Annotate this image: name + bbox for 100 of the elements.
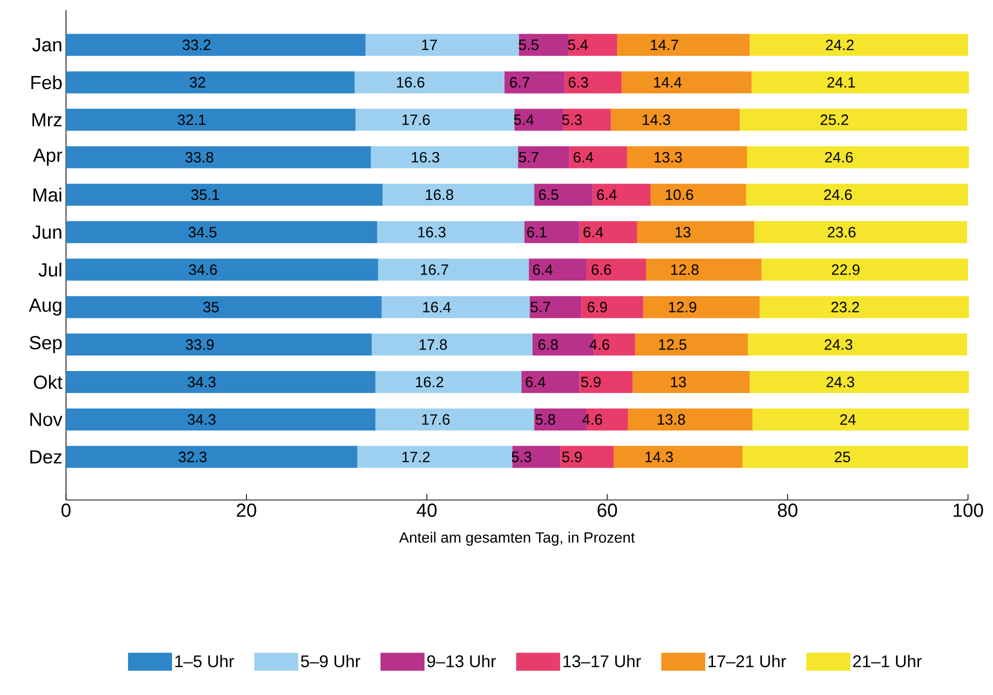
bar [750, 371, 969, 394]
bar [568, 34, 618, 56]
y-tick-label: Jun [32, 226, 62, 239]
bar [650, 184, 746, 206]
y-tick-label: Apr [33, 148, 62, 166]
data-label: 34.3 [188, 414, 216, 425]
bar [382, 296, 530, 318]
bar [752, 408, 969, 430]
bar [524, 221, 580, 244]
bar [592, 184, 651, 206]
bar [560, 446, 614, 468]
bar [534, 184, 593, 206]
data-label: 6.7 [510, 77, 530, 88]
data-label: 5.5 [518, 40, 538, 50]
data-label: 24.6 [825, 152, 853, 163]
x-tick-label: 60 [598, 504, 617, 517]
data-label: 5.7 [530, 302, 550, 312]
y-tick-label: Aug [28, 298, 62, 316]
bar [522, 371, 580, 394]
data-label: 4.6 [589, 339, 610, 350]
data-label: 16.3 [412, 152, 440, 163]
bar [370, 146, 518, 168]
bar [504, 71, 565, 94]
data-label: 34.3 [188, 376, 216, 388]
bar [66, 108, 356, 131]
data-label: 32.1 [178, 114, 206, 126]
x-tick-label: 40 [416, 504, 437, 517]
data-label: 16.7 [420, 264, 448, 275]
bar [66, 296, 382, 318]
y-tick-label: Okt [34, 375, 62, 389]
bar [66, 184, 383, 206]
bar [66, 34, 366, 56]
legend-label: 21–1 Uhr [853, 654, 922, 668]
data-label: 35 [203, 302, 219, 312]
bar [66, 71, 355, 94]
bar [752, 71, 969, 94]
data-label: 6.4 [574, 152, 594, 163]
data-label: 12.8 [671, 264, 699, 275]
data-label: 32.3 [178, 452, 206, 462]
data-label: 5.4 [568, 40, 588, 50]
x-tick-label: 0 [61, 504, 71, 517]
data-label: 14.3 [646, 452, 673, 462]
data-label: 13 [671, 376, 686, 388]
data-label: 6.3 [568, 77, 588, 88]
y-tick-label: Dez [30, 450, 62, 464]
data-label: 6.4 [526, 376, 546, 388]
data-label: 6.8 [538, 339, 558, 350]
bar [357, 446, 512, 468]
data-label: 14.3 [642, 114, 670, 126]
data-label: 33.2 [182, 40, 210, 50]
y-tick-label: Mai [34, 188, 62, 202]
legend-label: 1–5 Uhr [175, 654, 234, 668]
data-label: 24 [840, 414, 856, 425]
data-label: 14.4 [654, 77, 682, 88]
bar [66, 221, 378, 244]
data-label: 4.6 [582, 414, 602, 425]
data-label: 16.4 [423, 302, 451, 312]
data-label: 12.5 [659, 339, 686, 350]
bar [646, 258, 762, 281]
bar [622, 71, 752, 94]
y-tick-label: Sep [30, 336, 62, 354]
bar [586, 258, 646, 281]
data-label: 33.9 [186, 339, 214, 350]
x-axis-title: Anteil am gesamten Tag, in Prozent [399, 532, 635, 546]
bar [528, 258, 586, 281]
bar [754, 221, 968, 244]
x-tick-label: 100 [954, 504, 984, 517]
data-label: 17.2 [402, 452, 430, 462]
data-label: 16.8 [426, 189, 454, 200]
data-label: 13 [676, 226, 690, 238]
data-label: 24.2 [826, 40, 854, 50]
bar [627, 146, 748, 168]
bar [372, 334, 532, 356]
data-label: 6.4 [533, 264, 553, 275]
bar [643, 296, 760, 318]
y-tick-label: Mrz [32, 113, 62, 126]
bar [377, 221, 524, 244]
data-label: 35.1 [191, 189, 220, 200]
bar [760, 296, 969, 318]
y-tick-label: Feb [31, 75, 62, 90]
y-tick-label: Jan [32, 38, 62, 52]
bar [747, 146, 969, 168]
bar [632, 371, 750, 394]
bar [617, 34, 750, 56]
data-label: 25 [834, 452, 850, 462]
data-label: 16.3 [418, 226, 446, 238]
bar [748, 334, 968, 356]
bar [740, 108, 968, 131]
data-label: 13.3 [654, 152, 682, 163]
data-label: 24.6 [824, 189, 852, 200]
data-label: 6.9 [588, 302, 607, 312]
data-label: 16.2 [416, 376, 444, 388]
bar [581, 296, 644, 318]
bar [742, 446, 968, 468]
bar [628, 408, 752, 430]
data-label: 17.6 [402, 114, 430, 126]
data-label: 17.6 [422, 414, 450, 425]
data-label: 12.9 [669, 302, 696, 312]
data-label: 14.7 [650, 40, 678, 50]
data-label: 24.3 [824, 339, 852, 350]
